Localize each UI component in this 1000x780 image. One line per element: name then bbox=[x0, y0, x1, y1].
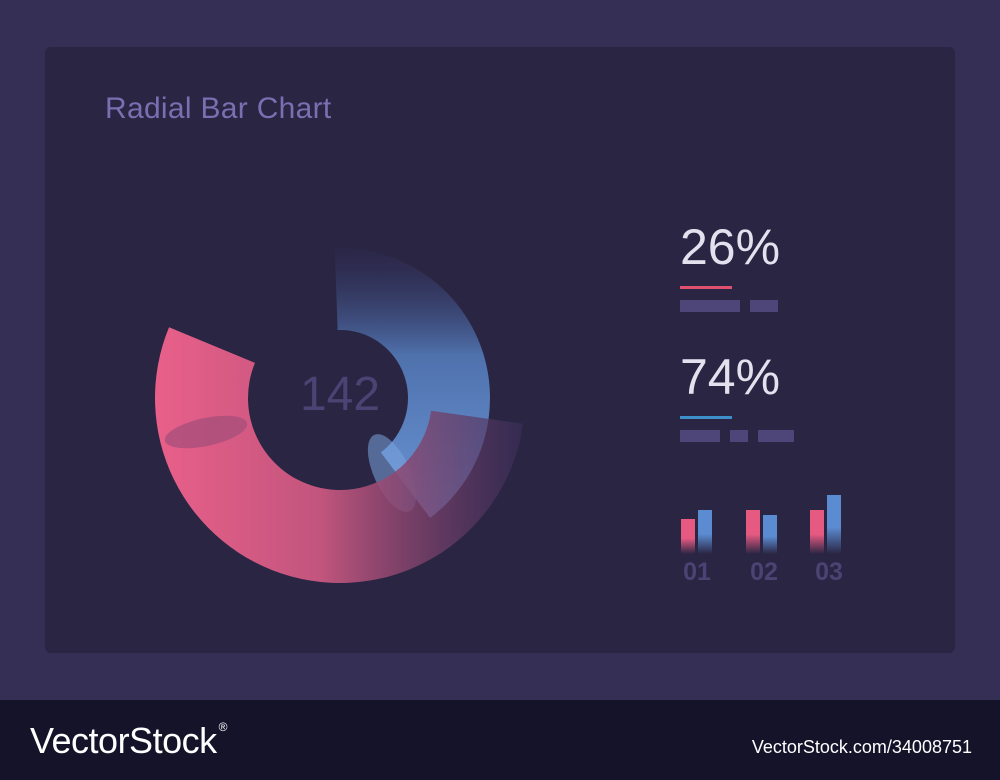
stat-block-1: 26% bbox=[680, 222, 780, 312]
footer-bar bbox=[0, 700, 1000, 780]
stat-value-2: 74% bbox=[680, 349, 781, 405]
stat-block-2: 74% bbox=[680, 352, 794, 442]
mini-bar bbox=[763, 515, 777, 554]
radial-bar-pink-end bbox=[164, 415, 248, 449]
placeholder-bar bbox=[680, 300, 740, 312]
radial-bar-chart bbox=[154, 247, 524, 583]
stat-value-1: 26% bbox=[680, 219, 781, 275]
mini-bar bbox=[827, 494, 841, 554]
center-value: 142 bbox=[299, 368, 381, 421]
placeholder-bar bbox=[758, 430, 794, 442]
chart-title: Radial Bar Chart bbox=[105, 92, 332, 125]
watermark-image-id: VectorStock.com/34008751 bbox=[751, 737, 972, 757]
placeholder-bar bbox=[730, 430, 748, 442]
radial-bar-pink bbox=[154, 327, 524, 583]
mini-bar-label-3: 03 bbox=[815, 558, 843, 586]
stat-accent-line-2 bbox=[680, 416, 732, 419]
stat-accent-line-1 bbox=[680, 286, 732, 289]
stat-placeholder-bars-2 bbox=[680, 430, 794, 442]
mini-bar bbox=[681, 519, 695, 554]
mini-bar-chart bbox=[672, 480, 862, 600]
mini-bar bbox=[698, 510, 712, 554]
stat-placeholder-bars-1 bbox=[680, 300, 780, 312]
mini-bar-label-2: 02 bbox=[750, 558, 778, 586]
placeholder-bar bbox=[680, 430, 720, 442]
mini-bar-label-1: 01 bbox=[683, 558, 711, 586]
mini-bar bbox=[746, 510, 760, 554]
mini-bar bbox=[810, 510, 824, 554]
watermark-logo: VectorStock ® bbox=[30, 720, 227, 761]
placeholder-bar bbox=[750, 300, 778, 312]
